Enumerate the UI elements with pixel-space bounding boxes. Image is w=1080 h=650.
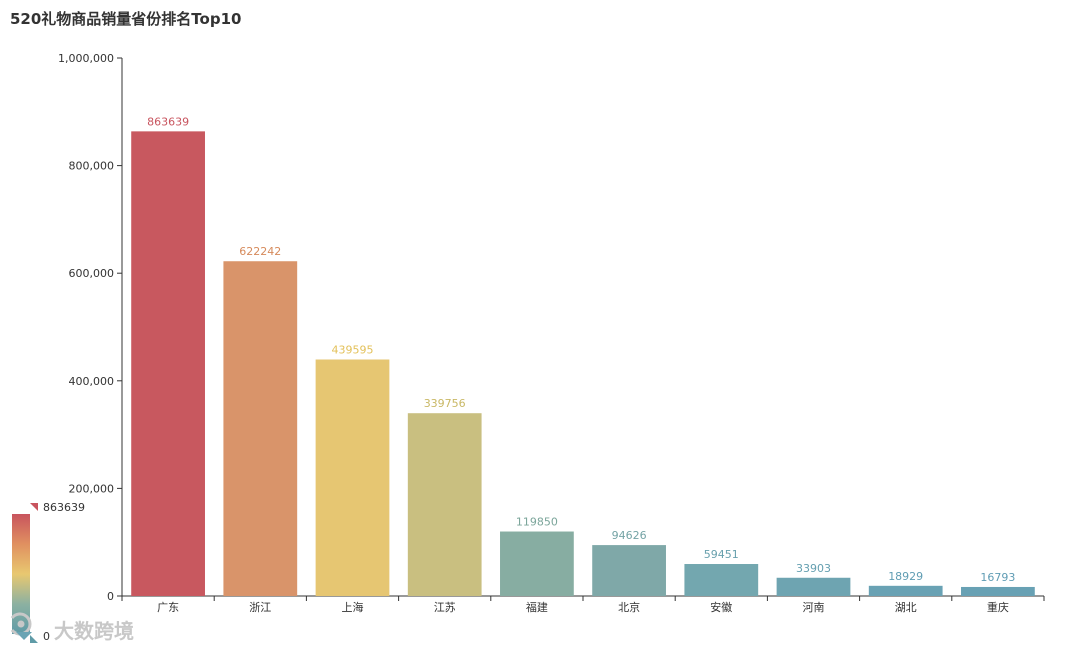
bar[interactable]	[961, 586, 1035, 596]
bar[interactable]	[500, 531, 574, 596]
bar[interactable]	[315, 359, 390, 596]
y-tick-label: 0	[107, 590, 114, 603]
bar[interactable]	[684, 564, 759, 596]
x-tick-label: 广东	[157, 601, 179, 614]
bar-value-label: 94626	[612, 529, 647, 542]
bar-value-label: 33903	[796, 562, 831, 575]
x-tick-label: 江苏	[434, 601, 456, 614]
bar[interactable]	[407, 413, 482, 596]
x-tick-label: 北京	[618, 600, 640, 614]
y-tick-label: 200,000	[69, 482, 115, 495]
chart-title: 520礼物商品销量省份排名Top10	[10, 10, 241, 28]
watermark-text: 大数跨境	[54, 619, 134, 643]
visual-map-max-label: 863639	[43, 501, 85, 514]
x-tick-label: 浙江	[249, 601, 271, 614]
y-axis: 0 200,000 400,000 600,000 800,000 1,000,000	[58, 52, 123, 603]
y-tick-label: 1,000,000	[58, 52, 114, 65]
bar[interactable]	[131, 131, 205, 596]
bar-value-label: 339756	[424, 397, 466, 410]
y-tick-label: 400,000	[69, 375, 115, 388]
visual-map-legend: 863639 0	[12, 501, 85, 643]
bar-value-label: 439595	[332, 343, 374, 356]
watermark: 大数跨境	[10, 612, 134, 643]
visual-map-bar[interactable]	[12, 514, 30, 634]
visual-map-max-handle[interactable]	[30, 503, 38, 511]
bar-value-label: 622242	[239, 245, 281, 258]
visual-map-min-label: 0	[43, 630, 50, 643]
x-tick-label: 上海	[342, 600, 364, 614]
bar[interactable]	[592, 545, 666, 596]
x-tick-label: 重庆	[987, 600, 1009, 614]
bar[interactable]	[776, 577, 851, 596]
bar-value-label: 119850	[516, 516, 558, 529]
bar[interactable]	[868, 585, 943, 596]
bar-value-label: 863639	[147, 115, 189, 128]
x-axis: 广东 浙江 上海 江苏 福建 北京 安徽 河南 湖北 重庆	[121, 595, 1045, 614]
y-tick-label: 800,000	[69, 160, 115, 173]
x-tick-label: 安徽	[710, 600, 732, 614]
bar-value-label: 16793	[980, 571, 1015, 584]
y-tick-label: 600,000	[69, 267, 115, 280]
x-tick-label: 湖北	[895, 601, 917, 614]
bar[interactable]	[223, 261, 298, 596]
bar-series: 863639 622242 439595 339756 119850 94626 59451…	[131, 115, 1035, 596]
bar-value-label: 59451	[704, 548, 739, 561]
logo-mark-icon	[10, 612, 32, 640]
x-tick-label: 河南	[803, 601, 825, 614]
bar-value-label: 18929	[888, 570, 923, 583]
visual-map-min-handle[interactable]	[30, 635, 38, 643]
x-tick-label: 福建	[526, 600, 548, 614]
